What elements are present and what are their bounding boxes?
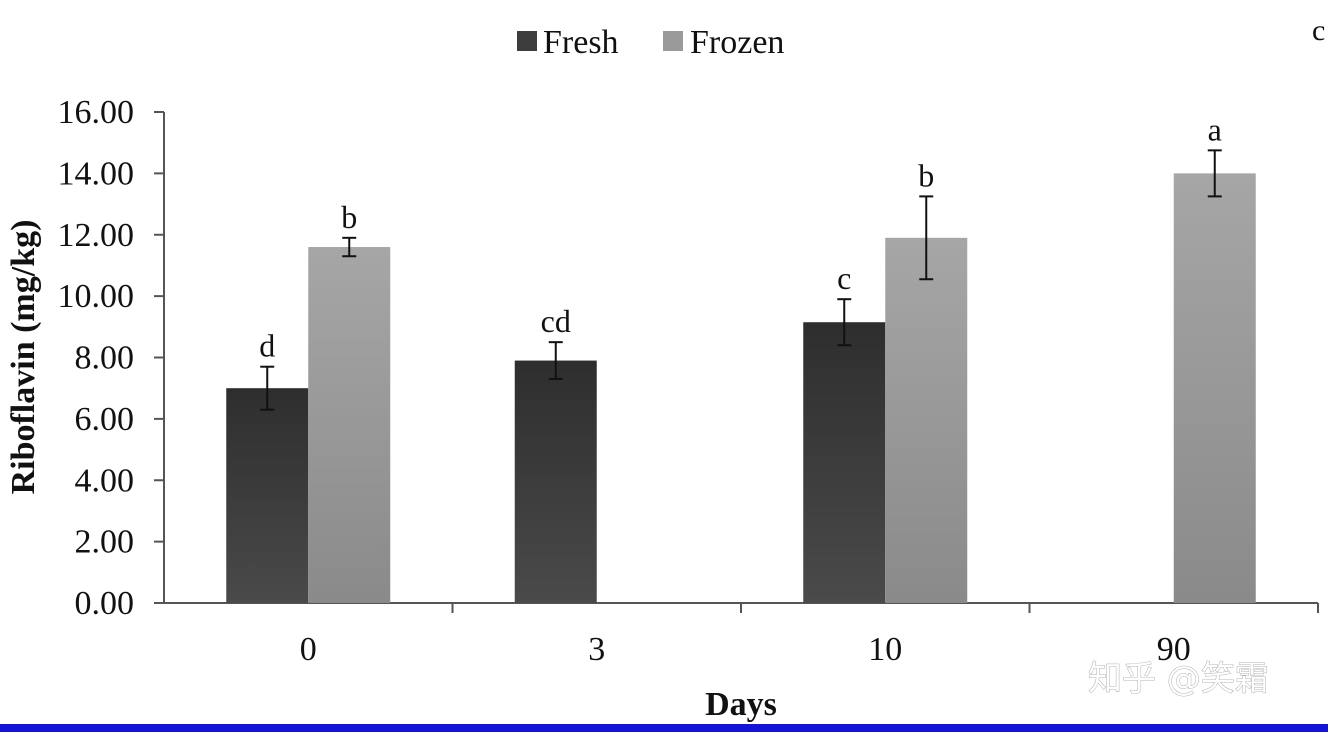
- bar-fresh: [514, 360, 597, 603]
- x-tick-label: 0: [300, 631, 317, 668]
- y-tick-label: 12.00: [58, 217, 135, 254]
- significance-label: c: [837, 260, 851, 296]
- significance-label: cd: [541, 303, 571, 339]
- legend-label-fresh: Fresh: [543, 24, 619, 61]
- y-tick-label: 0.00: [75, 585, 135, 622]
- bar-frozen: [1173, 173, 1256, 603]
- legend: Fresh Frozen: [517, 24, 784, 61]
- bar-fresh: [803, 322, 886, 603]
- significance-label: d: [259, 328, 275, 364]
- axes: 0.00 2.00 4.00 6.00 8.00 10.00 12.00 14.00 16.00…: [58, 94, 1319, 668]
- bars: d cd c b b a: [226, 111, 1256, 603]
- x-axis-title: Days: [705, 686, 777, 723]
- y-tick-label: 6.00: [75, 401, 135, 438]
- bottom-border-rule: [0, 724, 1328, 732]
- significance-label: a: [1208, 111, 1222, 147]
- x-tick-label: 10: [868, 631, 902, 668]
- y-axis-title: Riboflavin (mg/kg): [5, 220, 42, 495]
- x-tick-label: 3: [588, 631, 605, 668]
- y-tick-label: 8.00: [75, 340, 135, 377]
- corner-panel-label: c: [1312, 14, 1325, 47]
- y-tick-label: 10.00: [58, 278, 135, 315]
- watermark: 知乎 @笑霜: [1088, 659, 1269, 699]
- x-tick-label: 90: [1157, 631, 1191, 668]
- bar-fresh: [226, 388, 309, 603]
- legend-swatch-frozen: [663, 31, 683, 51]
- y-tick-label: 4.00: [75, 462, 135, 499]
- legend-label-frozen: Frozen: [690, 24, 784, 61]
- y-tick-label: 2.00: [75, 524, 135, 561]
- significance-label: b: [918, 157, 934, 193]
- y-tick-label: 16.00: [58, 94, 135, 131]
- bar-frozen: [885, 237, 968, 603]
- y-tick-label: 14.00: [58, 155, 135, 192]
- bar-frozen: [308, 247, 391, 603]
- significance-label: b: [341, 199, 357, 235]
- legend-swatch-fresh: [517, 31, 537, 51]
